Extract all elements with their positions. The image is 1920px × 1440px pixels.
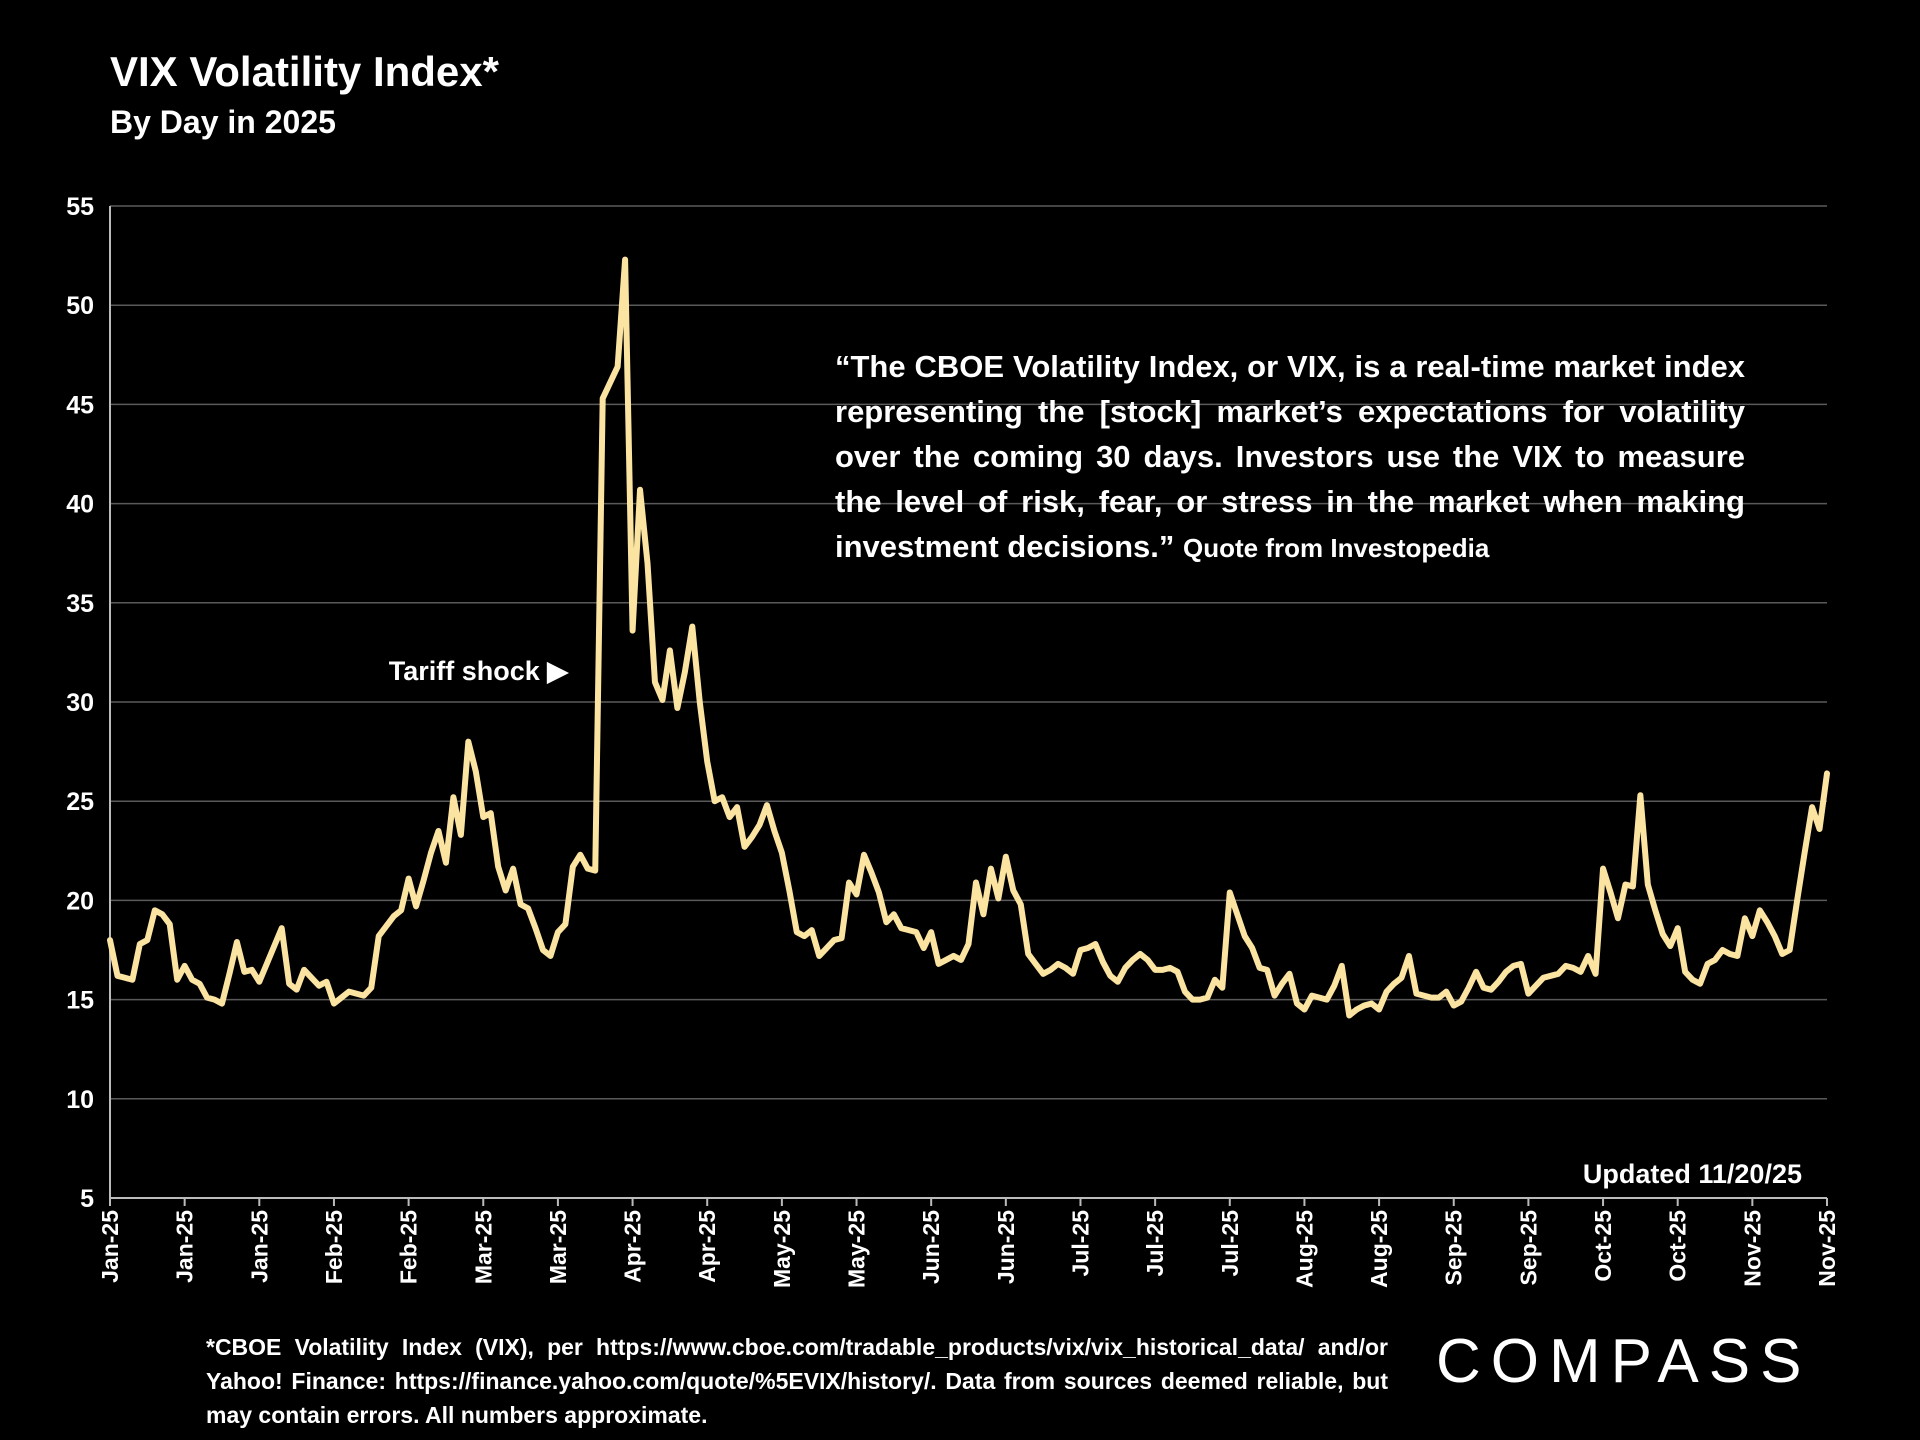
x-tick-label: Nov-25 bbox=[1814, 1210, 1840, 1287]
x-tick-label: Feb-25 bbox=[396, 1210, 422, 1284]
updated-note: Updated 11/20/25 bbox=[1583, 1159, 1802, 1189]
y-tick-label: 40 bbox=[66, 491, 94, 519]
y-tick-label: 20 bbox=[66, 887, 94, 915]
chart-title: VIX Volatility Index* bbox=[110, 48, 499, 95]
x-tick-label: May-25 bbox=[769, 1210, 795, 1288]
x-tick-label: Jul-25 bbox=[1217, 1210, 1243, 1277]
x-tick-label: Oct-25 bbox=[1665, 1210, 1691, 1282]
x-tick-label: Sep-25 bbox=[1441, 1210, 1467, 1286]
x-tick-label: Oct-25 bbox=[1590, 1210, 1616, 1282]
y-tick-label: 45 bbox=[66, 391, 94, 419]
x-tick-label: Apr-25 bbox=[694, 1210, 720, 1283]
x-tick-label: Sep-25 bbox=[1515, 1210, 1541, 1286]
x-tick-label: May-25 bbox=[844, 1210, 870, 1288]
quote-text: “The CBOE Volatility Index, or VIX, is a… bbox=[835, 349, 1745, 564]
x-tick-label: Aug-25 bbox=[1291, 1210, 1317, 1288]
chart-subtitle: By Day in 2025 bbox=[110, 104, 336, 140]
x-tick-label: Jan-25 bbox=[172, 1210, 198, 1283]
y-tick-label: 55 bbox=[66, 193, 94, 221]
y-tick-label: 35 bbox=[66, 590, 94, 618]
x-tick-label: Jul-25 bbox=[1067, 1210, 1093, 1277]
annotation: Tariff shock ▶ bbox=[389, 656, 570, 686]
x-tick-label: Jan-25 bbox=[246, 1210, 272, 1283]
x-tick-label: Mar-25 bbox=[470, 1210, 496, 1284]
x-tick-label: Nov-25 bbox=[1739, 1210, 1765, 1287]
x-tick-label: Jun-25 bbox=[918, 1210, 944, 1284]
logo: COMPASS bbox=[1436, 1327, 1812, 1396]
quote-source: Quote from Investopedia bbox=[1183, 533, 1490, 563]
x-tick-label: Apr-25 bbox=[620, 1210, 646, 1283]
x-tick-label: Mar-25 bbox=[545, 1210, 571, 1284]
y-tick-label: 15 bbox=[66, 987, 94, 1015]
x-tick-label: Jan-25 bbox=[97, 1210, 123, 1283]
line bbox=[107, 256, 1830, 1019]
x-tick-label: Aug-25 bbox=[1366, 1210, 1392, 1288]
y-tick-label: 50 bbox=[66, 292, 94, 320]
quote: “The CBOE Volatility Index, or VIX, is a… bbox=[835, 344, 1745, 571]
y-tick-label: 25 bbox=[66, 788, 94, 816]
footnote: *CBOE Volatility Index (VIX), per https:… bbox=[206, 1334, 1388, 1428]
y-tick-label: 10 bbox=[66, 1086, 94, 1114]
y-tick-label: 5 bbox=[80, 1185, 94, 1213]
x-tick-label: Feb-25 bbox=[321, 1210, 347, 1284]
x-tick-label: Jul-25 bbox=[1142, 1210, 1168, 1277]
y-tick-label: 30 bbox=[66, 689, 94, 717]
x-tick-label: Jun-25 bbox=[993, 1210, 1019, 1284]
